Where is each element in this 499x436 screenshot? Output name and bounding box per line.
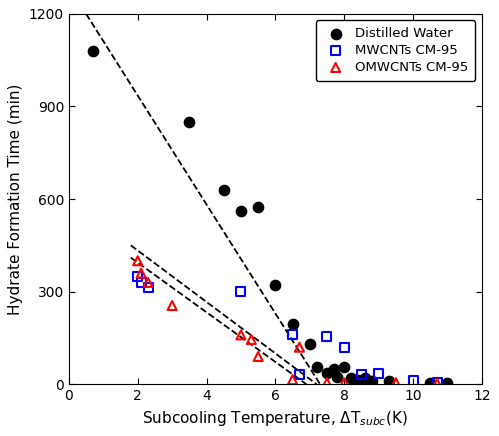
MWCNTs CM-95: [134, 273, 142, 280]
Distilled Water: [361, 375, 369, 382]
Distilled Water: [426, 379, 434, 386]
Y-axis label: Hydrate Formation Time (min): Hydrate Formation Time (min): [8, 83, 23, 315]
MWCNTs CM-95: [323, 333, 331, 340]
Distilled Water: [185, 119, 193, 126]
OMWCNTs CM-95: [323, 379, 331, 386]
MWCNTs CM-95: [375, 370, 383, 377]
Distilled Water: [354, 376, 362, 383]
Distilled Water: [333, 373, 341, 380]
Distilled Water: [306, 341, 314, 347]
MWCNTs CM-95: [237, 288, 245, 295]
Distilled Water: [313, 364, 321, 371]
MWCNTs CM-95: [433, 379, 441, 386]
Distilled Water: [254, 203, 262, 210]
OMWCNTs CM-95: [288, 376, 296, 383]
Legend: Distilled Water, MWCNTs CM-95, OMWCNTs CM-95: Distilled Water, MWCNTs CM-95, OMWCNTs C…: [316, 20, 475, 81]
Distilled Water: [237, 208, 245, 215]
Distilled Water: [330, 365, 338, 372]
MWCNTs CM-95: [357, 371, 365, 378]
Distilled Water: [444, 380, 452, 387]
OMWCNTs CM-95: [237, 331, 245, 338]
MWCNTs CM-95: [295, 371, 303, 378]
Distilled Water: [347, 375, 355, 382]
MWCNTs CM-95: [340, 344, 348, 351]
Distilled Water: [220, 186, 228, 193]
Distilled Water: [89, 48, 97, 54]
OMWCNTs CM-95: [137, 269, 145, 276]
OMWCNTs CM-95: [340, 379, 348, 386]
OMWCNTs CM-95: [248, 336, 255, 343]
MWCNTs CM-95: [144, 283, 152, 290]
OMWCNTs CM-95: [295, 344, 303, 351]
Distilled Water: [323, 370, 331, 377]
MWCNTs CM-95: [409, 377, 417, 384]
Distilled Water: [385, 378, 393, 385]
OMWCNTs CM-95: [254, 353, 262, 360]
OMWCNTs CM-95: [433, 380, 441, 387]
Distilled Water: [288, 320, 296, 327]
X-axis label: Subcooling Temperature, ΔT$_{subc}$(K): Subcooling Temperature, ΔT$_{subc}$(K): [142, 409, 408, 428]
Distilled Water: [271, 282, 279, 289]
OMWCNTs CM-95: [134, 257, 142, 264]
Distilled Water: [340, 364, 348, 371]
MWCNTs CM-95: [137, 279, 145, 286]
OMWCNTs CM-95: [168, 302, 176, 309]
MWCNTs CM-95: [288, 331, 296, 338]
OMWCNTs CM-95: [392, 379, 400, 386]
Distilled Water: [368, 378, 376, 385]
OMWCNTs CM-95: [144, 279, 152, 286]
